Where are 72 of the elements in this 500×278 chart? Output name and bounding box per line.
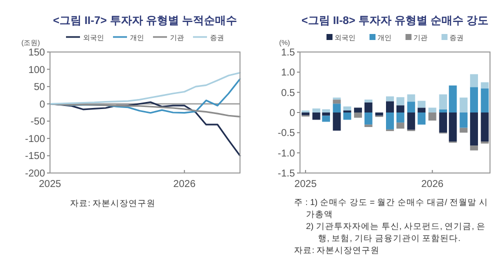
line-series (49, 103, 241, 118)
y-tick-label: 0 (39, 99, 46, 110)
y-tick-label: -1.0 (278, 148, 296, 160)
y-tick-label: 0.5 (281, 88, 296, 99)
y-tick-label: -100 (24, 134, 46, 145)
bar (386, 112, 394, 130)
bar (470, 146, 478, 150)
text: 2) 기관투자자에는 투신, 사모펀드, 연기금, 은행, 보험, 기타 금융기관이 포함된다. (306, 220, 486, 244)
bar (460, 98, 468, 112)
chart-title: <그림 II-8> 투자자 유형별 순매수 강도 (301, 15, 489, 27)
bar (407, 102, 416, 112)
bar (302, 112, 310, 116)
y-tick-label: -50 (30, 116, 46, 128)
bar (364, 102, 372, 112)
bar (396, 112, 404, 123)
y-tick-label: 1.0 (281, 68, 296, 79)
bar (439, 94, 448, 110)
bar (364, 124, 372, 128)
bar (322, 116, 330, 122)
bar (332, 112, 341, 131)
text: 자료: 자본시장연구원 (70, 197, 157, 209)
y-tick-label: 1.5 (281, 48, 296, 58)
bar (418, 100, 426, 108)
bar (428, 108, 436, 112)
chart-title: <그림 II-7> 투자자 유형별 누적순매수 (53, 15, 237, 27)
bar (343, 106, 352, 110)
y-tick-label: 100 (28, 64, 46, 76)
bar (407, 94, 416, 102)
bar (439, 112, 448, 133)
bar (460, 112, 468, 128)
text: 자료: 자본시장연구원 (294, 244, 381, 256)
bar (354, 112, 362, 118)
bar (386, 101, 394, 112)
y-tick-label: 150 (28, 48, 46, 58)
y-tick-label: -1.5 (278, 168, 296, 180)
bar (480, 82, 489, 88)
bar (375, 112, 384, 116)
y-tick-label: -200 (24, 168, 46, 180)
bar (332, 104, 341, 112)
bar (480, 88, 489, 112)
bar (448, 85, 457, 112)
y-tick-label: -0.5 (278, 128, 296, 140)
bar (396, 122, 404, 129)
bar (407, 112, 416, 130)
line-series (49, 101, 241, 157)
bar (396, 105, 404, 112)
x-tick-label: 2025 (294, 179, 318, 190)
bar (460, 128, 468, 133)
bar (480, 112, 489, 142)
bar (332, 100, 341, 104)
bar (343, 112, 352, 120)
x-tick-label: 2026 (173, 179, 196, 190)
x-tick-label: 2026 (421, 179, 444, 190)
y-tick-label: -150 (24, 151, 46, 162)
bar (428, 112, 436, 121)
bar (418, 112, 426, 125)
y-tick-label: 50 (34, 82, 46, 94)
bar (354, 108, 362, 112)
bar (470, 87, 478, 112)
bar (364, 112, 372, 125)
bar (448, 112, 457, 142)
x-tick-label: 2025 (38, 179, 62, 190)
bar (364, 100, 372, 102)
text: 주 : 1) 순매수 강도 = 월간 순매수 대금/ 전월말 시가총액 (294, 196, 489, 220)
line-series (49, 72, 241, 105)
bar (439, 109, 448, 112)
bar (470, 112, 478, 146)
bar (396, 97, 404, 106)
bar (418, 108, 426, 112)
bar (470, 74, 478, 88)
y-tick-label: 0 (289, 108, 296, 119)
bar (386, 96, 394, 102)
